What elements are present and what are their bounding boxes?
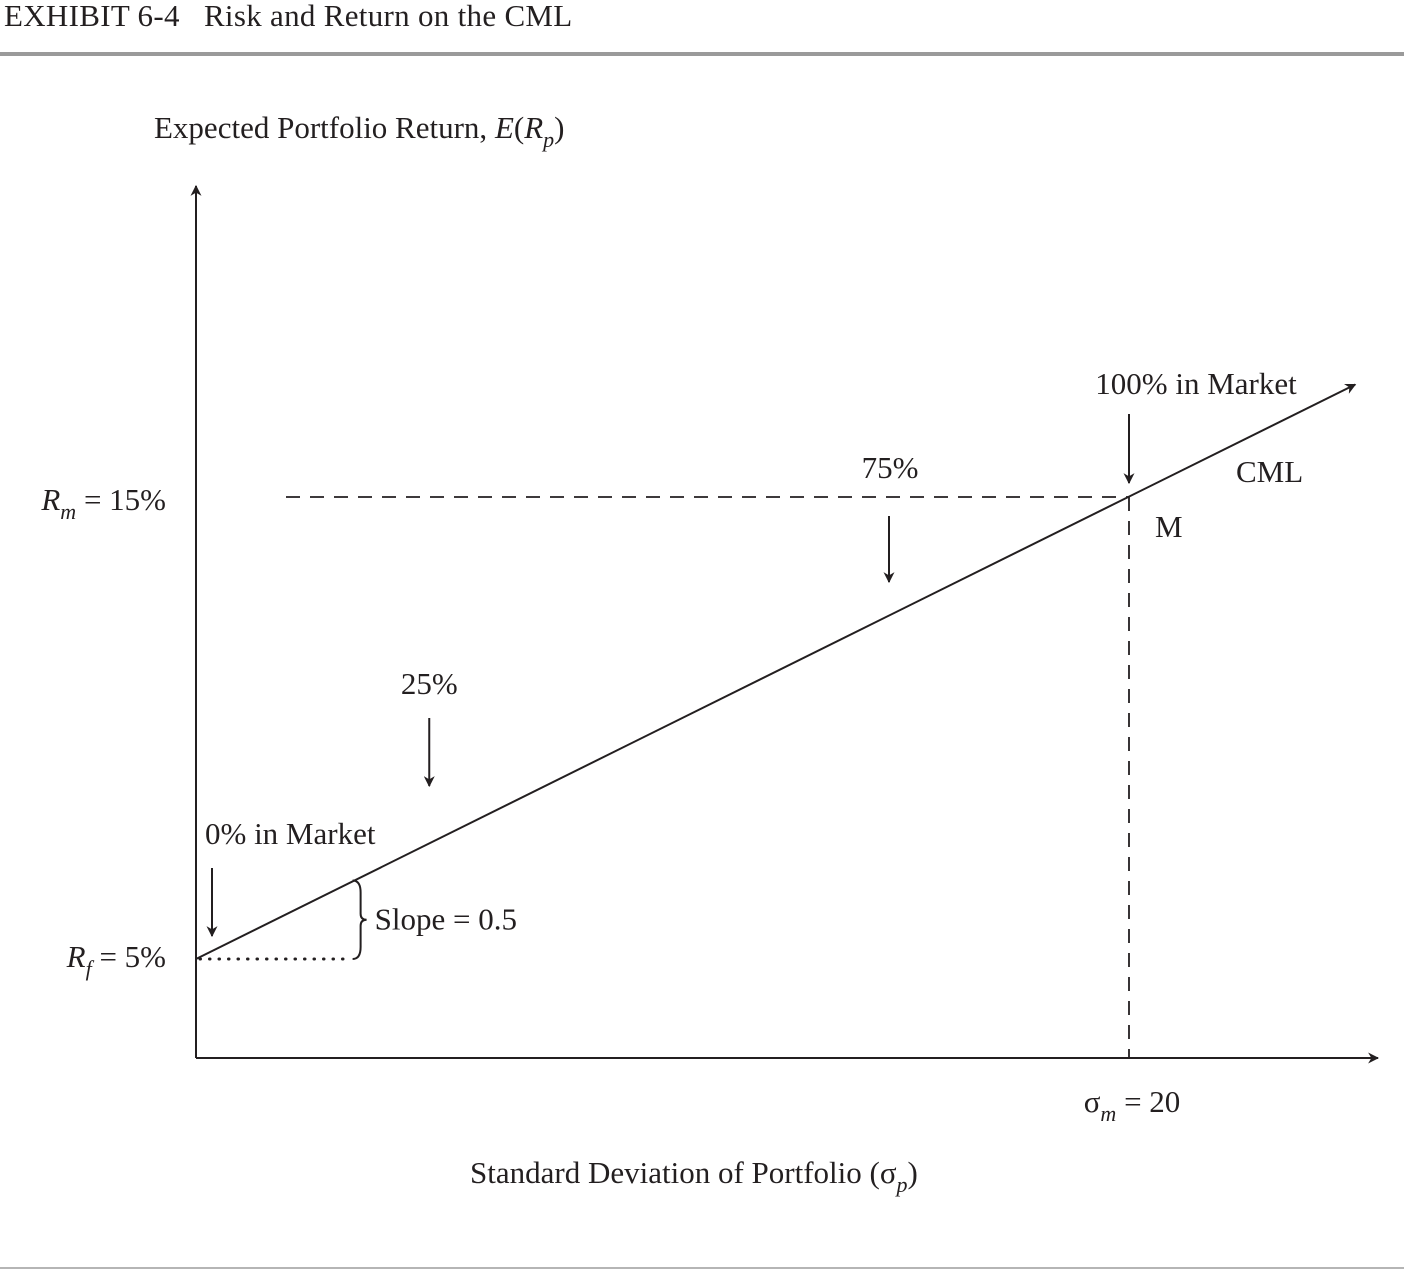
x-axis-label: Standard Deviation of Portfolio (σp)	[470, 1155, 918, 1197]
cml-series-line	[195, 383, 1357, 960]
y-axis-label: Expected Portfolio Return, E(Rp)	[154, 110, 564, 152]
allocation-label-75: 75%	[862, 450, 919, 485]
rf-tick-label: Rf = 5%	[66, 939, 166, 981]
market-point-label: M	[1155, 509, 1183, 544]
exhibit-heading: EXHIBIT 6-4 Risk and Return on the CML	[4, 0, 573, 34]
slope-label: Slope = 0.5	[375, 902, 517, 937]
rm-tick-label: Rm = 15%	[40, 482, 166, 524]
bottom-rule	[0, 1267, 1404, 1269]
exhibit-number: EXHIBIT 6-4	[4, 0, 180, 33]
top-rule	[0, 52, 1404, 56]
allocation-label-100: 100% in Market	[1095, 366, 1297, 401]
allocation-label-25: 25%	[401, 666, 458, 701]
cml-line-label: CML	[1236, 454, 1303, 489]
slope-brace	[352, 879, 367, 960]
exhibit-title: Risk and Return on the CML	[203, 0, 573, 33]
sigma-m-tick-label: σm = 20	[1084, 1084, 1181, 1126]
allocation-label-0: 0% in Market	[205, 816, 376, 851]
